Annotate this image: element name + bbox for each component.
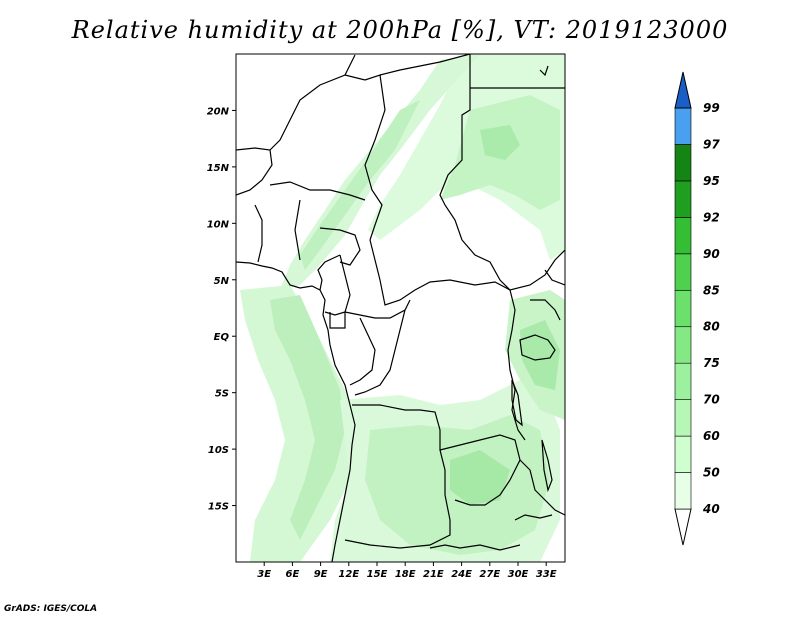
colorbar-swatch	[674, 144, 692, 182]
colorbar-label: 95	[703, 174, 720, 188]
colorbar-label: 50	[703, 466, 720, 480]
border-nigeria	[319, 227, 361, 266]
colorbar-label: 75	[703, 356, 720, 370]
lon-tick-label: 6E	[286, 569, 300, 580]
lon-tick-label: 9E	[314, 569, 328, 580]
colorbar-swatch-low	[674, 508, 692, 546]
region-ne-peak	[480, 125, 520, 160]
lon-tick-label: 18E	[395, 569, 416, 580]
border-malawi	[519, 459, 565, 516]
plot-frame	[235, 53, 566, 563]
border-gabon-congo	[349, 317, 376, 386]
region-south-peak	[450, 450, 510, 505]
colorbar-label: 92	[703, 210, 720, 224]
colorbar-label: 60	[703, 429, 720, 443]
colorbar-swatch	[674, 107, 692, 145]
lake-victoria	[519, 334, 556, 361]
colorbar-label: 80	[703, 320, 720, 334]
lat-tick-label: 10N	[207, 219, 230, 230]
border-drc-east	[507, 289, 526, 441]
border-eq-guinea	[329, 312, 346, 329]
border-libya-north	[379, 54, 471, 76]
border-drc-west	[354, 309, 406, 396]
colorbar-label: 90	[703, 247, 720, 261]
lon-tick-label: 12E	[338, 569, 359, 580]
colorbar-label: 70	[703, 393, 720, 407]
border-southern	[429, 544, 521, 551]
lon-tick-label: 24E	[451, 569, 472, 580]
colorbar-swatch	[674, 399, 692, 437]
lon-tick-label: 27E	[479, 569, 500, 580]
colorbar-swatch	[674, 326, 692, 364]
colorbar: 40 50 60 70 75 80 85 90 92 95 97 99	[674, 71, 720, 546]
region-atlantic-core	[270, 295, 345, 540]
border-angola	[344, 404, 451, 549]
coastlines-borders	[236, 54, 565, 562]
colorbar-swatch	[674, 217, 692, 255]
border-niger-chad	[344, 74, 386, 241]
lat-tick-label: 5N	[214, 276, 230, 287]
grads-credit: GrADS: IGES/COLA	[4, 604, 98, 614]
lake-malawi	[541, 439, 553, 493]
border-ethiopia	[544, 269, 565, 286]
lat-tick-label: 15N	[207, 163, 230, 174]
border-sahel	[269, 181, 366, 201]
gulf-of-guinea-coast	[236, 254, 341, 291]
border-nw	[236, 147, 273, 196]
colorbar-swatch	[674, 362, 692, 400]
lat-tick-label: 15S	[208, 502, 229, 513]
map-title: Relative humidity at 200hPa [%], VT: 201…	[71, 16, 729, 44]
border-uganda	[530, 299, 561, 321]
colorbar-label: 85	[703, 283, 720, 297]
west-coast-south	[319, 289, 356, 562]
border-sudan-west	[439, 54, 471, 241]
border-congo-north	[344, 299, 411, 319]
colorbar-swatch	[674, 253, 692, 291]
border-west-2	[294, 199, 301, 261]
border-west-1	[254, 204, 263, 263]
colorbar-label: 40	[702, 502, 720, 516]
border-cameroon	[324, 254, 351, 316]
region-east-lakes-peak	[520, 320, 560, 390]
border-car	[369, 239, 511, 306]
lat-tick-label: 10S	[208, 445, 229, 456]
lon-tick-label: 15E	[367, 569, 388, 580]
lon-tick-label: 3E	[257, 569, 271, 580]
colorbar-label: 99	[703, 101, 720, 115]
colorbar-swatch	[674, 435, 692, 473]
latitude-ticks: 20N 15N 10N 5N EQ 5S 10S 15S	[207, 106, 236, 513]
humidity-field	[236, 54, 565, 562]
longitude-ticks: 3E 6E 9E 12E 15E 18E 21E 24E 27E 30E 33E	[257, 562, 557, 580]
border-algeria	[269, 54, 356, 151]
sinai	[539, 65, 549, 77]
region-diagonal-core	[300, 100, 420, 270]
border-mozambique	[514, 514, 553, 521]
colorbar-label: 97	[703, 137, 720, 151]
lat-tick-label: 5S	[215, 389, 229, 400]
lake-tanganyika	[511, 379, 523, 427]
lon-tick-label: 21E	[423, 569, 444, 580]
lon-tick-label: 33E	[536, 569, 557, 580]
region-atlantic-margin	[240, 285, 360, 562]
lat-tick-label: 20N	[207, 106, 230, 117]
lon-tick-label: 30E	[508, 569, 529, 580]
colorbar-swatch-high	[674, 71, 692, 109]
colorbar-swatch	[674, 180, 692, 218]
colorbar-swatch	[674, 472, 692, 510]
lat-tick-label: EQ	[214, 332, 230, 343]
colorbar-swatch	[674, 289, 692, 328]
